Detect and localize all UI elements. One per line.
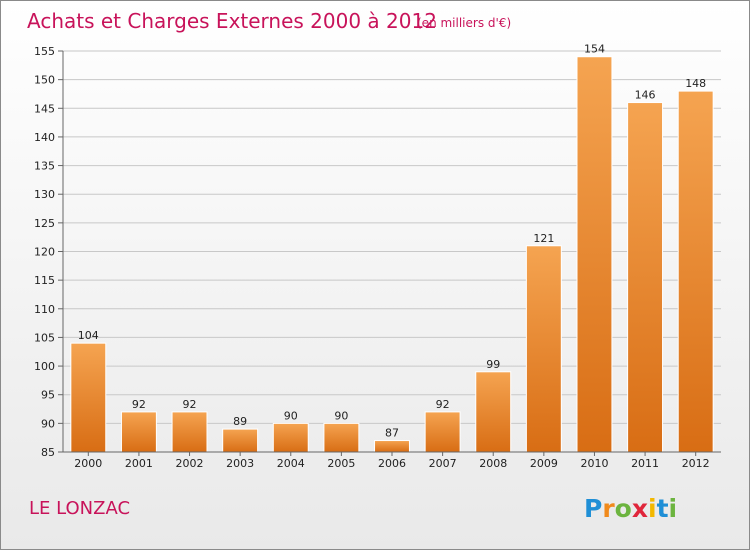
logo-letter: r [602, 494, 615, 523]
y-tick-label: 115 [34, 274, 55, 287]
logo-letter: o [615, 494, 632, 523]
y-tick-label: 140 [34, 131, 55, 144]
bar-2007 [424, 411, 461, 453]
value-label: 146 [635, 89, 656, 102]
bar-layer: 104 92 92 89 90 90 87 92 99 121 154 146 148 [70, 43, 714, 453]
chart-title: Achats et Charges Externes 2000 à 2012 [27, 9, 437, 33]
y-tick-label: 110 [34, 303, 55, 316]
x-tick-label: 2009 [530, 457, 558, 470]
x-tick-label: 2003 [226, 457, 254, 470]
x-tick-label: 2001 [125, 457, 153, 470]
x-tick-label: 2010 [580, 457, 608, 470]
value-label: 148 [685, 77, 706, 90]
bar-2001 [120, 411, 157, 453]
value-label: 92 [132, 398, 146, 411]
logo-letter: i [669, 494, 678, 523]
bar-2011 [627, 102, 664, 453]
x-tick-label: 2002 [176, 457, 204, 470]
y-tick-label: 130 [34, 188, 55, 201]
axis-layer: 85 90 95 100 105 110 115 120 125 130 135 140 145 150 1… [34, 45, 721, 470]
value-label: 87 [385, 427, 399, 440]
y-tick-label: 85 [41, 446, 55, 459]
y-tick-label: 150 [34, 74, 55, 87]
bar-2009 [525, 245, 562, 453]
value-label: 90 [284, 409, 298, 422]
value-label: 121 [533, 232, 554, 245]
y-tick-label: 135 [34, 160, 55, 173]
value-label: 99 [486, 358, 500, 371]
grid-layer [63, 50, 721, 453]
bar-2004 [272, 422, 309, 453]
y-tick-label: 145 [34, 102, 55, 115]
chart-unit: (en milliers d'€) [417, 16, 511, 30]
bar-2002 [171, 411, 208, 453]
bar-2006 [374, 440, 410, 453]
logo-letter: t [657, 494, 669, 523]
bar-2003 [222, 428, 259, 453]
x-tick-label: 2004 [277, 457, 305, 470]
x-tick-label: 2006 [378, 457, 406, 470]
y-tick-label: 125 [34, 217, 55, 230]
logo-letter: i [648, 494, 657, 523]
value-label: 89 [233, 415, 247, 428]
y-tick-label: 90 [41, 417, 55, 430]
y-tick-label: 155 [34, 45, 55, 58]
bar-2008 [475, 371, 512, 453]
bar-2010 [576, 56, 613, 453]
logo-letter: x [632, 494, 648, 523]
x-tick-label: 2012 [682, 457, 710, 470]
x-tick-label: 2007 [429, 457, 457, 470]
value-label: 92 [436, 398, 450, 411]
logo-letter: P [584, 494, 602, 523]
bar-2000 [70, 342, 107, 453]
bar-2012 [677, 90, 714, 453]
x-tick-label: 2005 [327, 457, 355, 470]
x-tick-label: 2011 [631, 457, 659, 470]
value-label: 90 [334, 409, 348, 422]
value-label: 104 [78, 329, 99, 342]
value-label: 154 [584, 43, 605, 56]
y-tick-label: 95 [41, 389, 55, 402]
x-tick-label: 2000 [74, 457, 102, 470]
y-tick-label: 100 [34, 360, 55, 373]
y-tick-label: 120 [34, 246, 55, 259]
bar-2005 [323, 422, 360, 453]
value-label: 92 [183, 398, 197, 411]
proxiti-logo: Proxiti [584, 494, 677, 523]
y-tick-label: 105 [34, 331, 55, 344]
town-name: LE LONZAC [29, 498, 130, 519]
x-tick-label: 2008 [479, 457, 507, 470]
